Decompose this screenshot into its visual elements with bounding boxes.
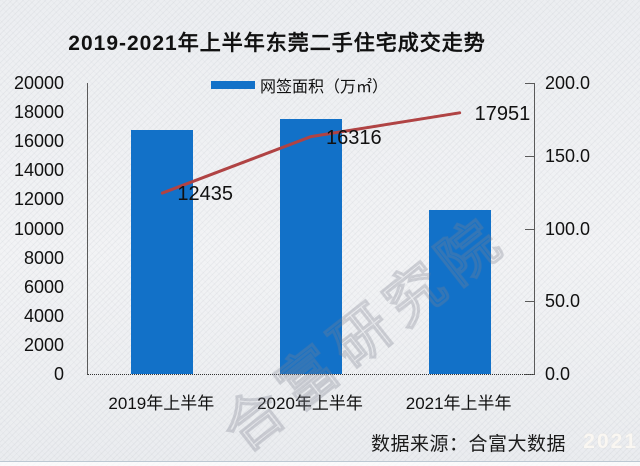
right-axis-tick-label: 50.0: [545, 291, 581, 312]
right-axis-tickmark: [525, 228, 534, 230]
line-point-label: 16316: [326, 126, 382, 149]
chart-title: 2019-2021年上半年东莞二手住宅成交走势: [68, 32, 486, 55]
left-axis-tick-label: 12000: [13, 189, 64, 210]
right-axis-tick-label: 150.0: [545, 145, 591, 166]
legend-swatch-bar-icon: [211, 81, 255, 89]
left-axis-tick-label: 18000: [13, 102, 64, 123]
x-axis-category-label: 2019年上半年: [108, 394, 215, 413]
line-point-label: 12435: [177, 183, 233, 206]
left-axis-tick-label: 16000: [13, 131, 64, 152]
right-axis-tick-label: 0.0: [545, 364, 571, 384]
left-axis-tick-label: 0: [53, 364, 64, 384]
left-axis-tick-label: 4000: [23, 305, 64, 326]
right-axis-tick-label: 100.0: [545, 218, 591, 239]
legend: 网签面积（万㎡）: [211, 76, 389, 96]
watermark-corner: 2021: [583, 430, 638, 453]
left-axis-tick-label: 2000: [23, 334, 64, 355]
bar-2021年上半年: [428, 209, 491, 374]
left-axis-tick-label: 14000: [13, 160, 64, 181]
right-axis-tickmark: [525, 83, 534, 84]
left-axis-tick-label: 8000: [23, 247, 64, 268]
bar-2019年上半年: [131, 129, 194, 374]
plot-area: [87, 83, 535, 375]
trend-line: [160, 111, 462, 195]
right-axis-tickmark: [525, 301, 534, 303]
x-axis-category-label: 2021年上半年: [405, 394, 512, 413]
legend-label: 网签面积（万㎡）: [260, 79, 389, 96]
x-axis-category-label: 2020年上半年: [257, 394, 363, 413]
line-point-label: 17951: [474, 102, 531, 125]
left-axis-tick-label: 10000: [13, 218, 64, 239]
left-axis-tick-label: 6000: [23, 276, 64, 297]
right-axis-tick-label: 200.0: [545, 73, 591, 93]
bar-2020年上半年: [280, 119, 342, 374]
bottom-strip: [0, 461, 640, 466]
right-axis-tickmark: [525, 155, 534, 157]
left-axis-tick-label: 20000: [13, 73, 64, 93]
source-note: 数据来源：合富大数据: [371, 434, 567, 455]
